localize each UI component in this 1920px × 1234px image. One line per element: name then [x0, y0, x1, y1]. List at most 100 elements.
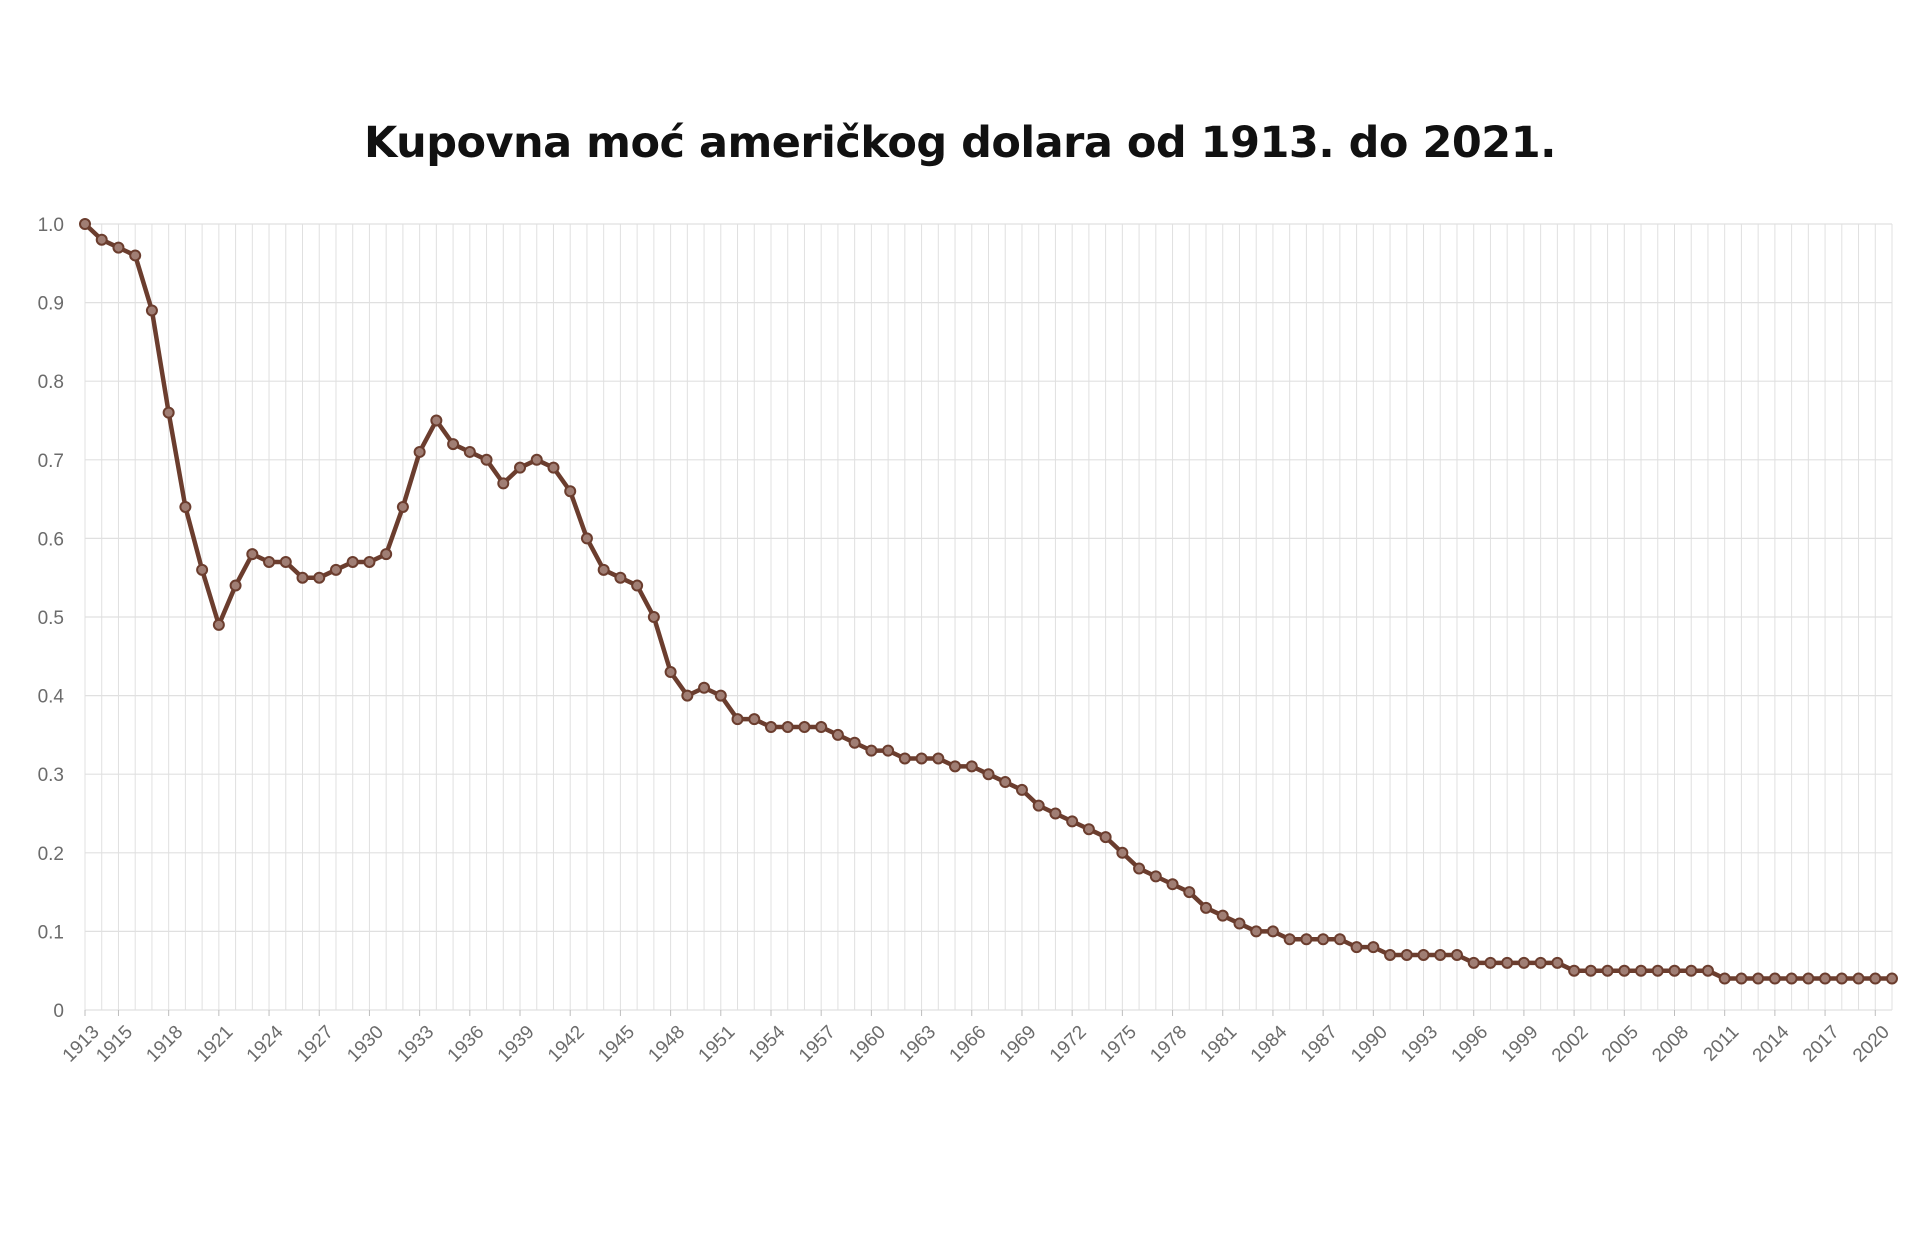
data-point [463, 445, 476, 458]
data-point [1015, 783, 1028, 796]
data-point [1450, 948, 1463, 961]
data-point [898, 752, 911, 765]
data-point [129, 249, 142, 262]
data-point [396, 500, 409, 513]
x-tick-label: 1915 [92, 1022, 137, 1067]
data-point [831, 728, 844, 741]
x-tick-label: 1984 [1247, 1021, 1292, 1066]
data-point [1266, 925, 1279, 938]
data-point [1350, 941, 1363, 954]
chart-title: Kupovna moć američkog dolara od 1913. do… [364, 118, 1556, 168]
x-tick-label: 1996 [1448, 1022, 1493, 1067]
data-point [865, 744, 878, 757]
x-tick-label: 2017 [1799, 1022, 1844, 1067]
data-point [363, 555, 376, 568]
data-point [564, 485, 577, 498]
y-tick-label: 0.4 [38, 687, 65, 708]
data-point [196, 563, 209, 576]
data-point [1333, 933, 1346, 946]
grid-lines [84, 223, 1893, 1011]
data-point [1400, 948, 1413, 961]
x-tick-label: 1918 [142, 1022, 187, 1067]
x-tick-label: 1933 [393, 1022, 438, 1067]
x-tick-label: 1987 [1297, 1022, 1342, 1067]
x-tick-label: 1945 [594, 1022, 639, 1067]
data-point [1869, 972, 1882, 985]
data-point [882, 744, 895, 757]
y-tick-label: 1.0 [38, 215, 64, 236]
data-point [748, 713, 761, 726]
data-point [530, 453, 543, 466]
data-point [1635, 964, 1648, 977]
data-point [1701, 964, 1714, 977]
data-point [313, 571, 326, 584]
data-point [1768, 972, 1781, 985]
data-point [915, 752, 928, 765]
x-tick-label: 1954 [745, 1021, 790, 1066]
data-point [1166, 878, 1179, 891]
data-point [631, 579, 644, 592]
x-tick-label: 1927 [293, 1022, 338, 1067]
x-tick-label: 1981 [1197, 1022, 1242, 1067]
y-tick-label: 0 [53, 1001, 64, 1022]
data-point [1099, 831, 1112, 844]
y-tick-label: 0.5 [38, 608, 64, 629]
y-tick-label: 0.9 [38, 294, 64, 315]
y-tick-label: 0.3 [38, 765, 64, 786]
data-point [1216, 909, 1229, 922]
data-point [145, 304, 158, 317]
data-point [1283, 933, 1296, 946]
data-point [815, 721, 828, 734]
data-point [1651, 964, 1664, 977]
data-point [999, 776, 1012, 789]
x-tick-label: 1921 [193, 1022, 238, 1067]
x-tick-label: 1963 [895, 1022, 940, 1067]
data-point [79, 218, 91, 230]
data-point [781, 721, 794, 734]
data-point [1200, 901, 1213, 914]
data-point [229, 579, 242, 592]
data-point [1032, 799, 1045, 812]
x-tick-label: 1990 [1347, 1022, 1392, 1067]
x-tick-label: 1913 [59, 1022, 104, 1067]
x-tick-label: 1960 [845, 1022, 890, 1067]
data-point [1517, 956, 1530, 969]
data-point [95, 233, 108, 246]
data-point [1718, 972, 1731, 985]
data-point [480, 453, 493, 466]
x-tick-label: 2014 [1749, 1021, 1794, 1066]
data-point [1601, 964, 1614, 977]
data-point [647, 611, 660, 623]
y-tick-label: 0.6 [38, 529, 64, 550]
data-point [1434, 948, 1447, 961]
x-tick-label: 1939 [494, 1022, 539, 1067]
x-tick-label: 2011 [1700, 1022, 1744, 1066]
data-point [1066, 815, 1079, 828]
data-point [681, 689, 694, 702]
x-tick-label: 2008 [1648, 1022, 1693, 1067]
data-point [1852, 972, 1865, 985]
data-point [1384, 948, 1397, 961]
x-tick-label: 2005 [1598, 1022, 1643, 1067]
x-tick-label: 1993 [1397, 1022, 1442, 1067]
data-point [380, 548, 393, 561]
data-point [263, 555, 276, 568]
x-tick-label: 1951 [695, 1022, 740, 1067]
data-point [1584, 964, 1597, 977]
data-point [1367, 941, 1380, 954]
data-point [1250, 925, 1263, 938]
data-point [597, 563, 610, 576]
x-tick-label: 1978 [1146, 1022, 1191, 1067]
data-point [162, 406, 175, 419]
data-point [798, 721, 811, 734]
x-tick-label: 1924 [243, 1021, 288, 1066]
data-point [1300, 933, 1313, 946]
data-point [932, 752, 945, 765]
x-tick-label: 1975 [1096, 1022, 1141, 1067]
data-point [714, 689, 727, 702]
data-point [1735, 972, 1748, 985]
data-point [1668, 964, 1681, 977]
data-point [1116, 846, 1129, 859]
data-point [698, 681, 711, 694]
